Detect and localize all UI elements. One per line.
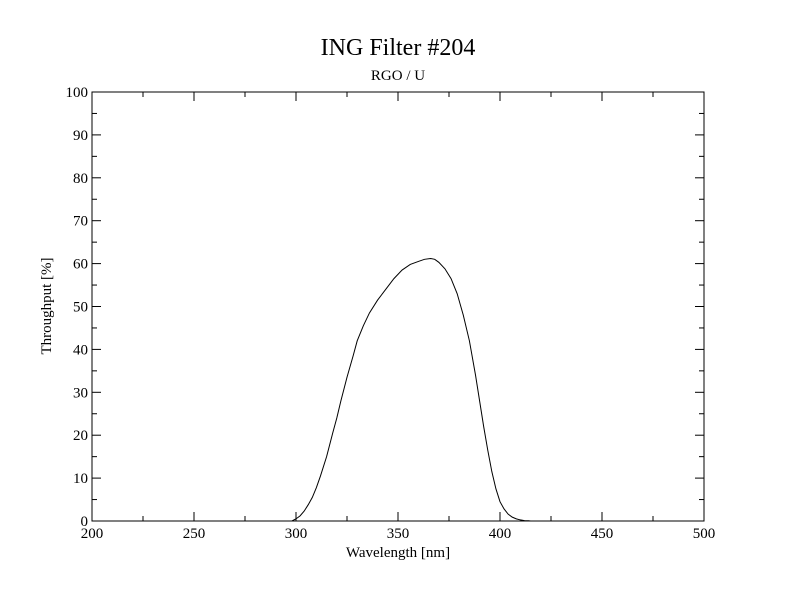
y-tick-label: 80 bbox=[73, 171, 88, 187]
y-tick-label: 30 bbox=[73, 385, 88, 401]
chart-subtitle: RGO / U bbox=[371, 68, 425, 84]
plot-frame bbox=[91, 91, 705, 522]
chart-title: ING Filter #204 bbox=[321, 35, 476, 61]
x-tick-label: 450 bbox=[591, 526, 614, 542]
y-tick-labels: 0 10 20 30 40 50 60 70 80 90 100 bbox=[66, 85, 89, 530]
throughput-curve bbox=[92, 257, 704, 522]
y-tick-label: 40 bbox=[73, 342, 88, 358]
y-tick-label: 0 bbox=[81, 514, 89, 530]
x-tick-label: 400 bbox=[489, 526, 512, 542]
x-tick-label: 500 bbox=[693, 526, 716, 542]
y-tick-label: 20 bbox=[73, 428, 88, 444]
y-tick-label: 10 bbox=[73, 471, 88, 487]
y-axis-label: Throughput [%] bbox=[39, 257, 55, 354]
y-tick-label: 50 bbox=[73, 300, 88, 316]
x-axis-label: Wavelength [nm] bbox=[346, 545, 450, 561]
y-tick-label: 100 bbox=[66, 85, 89, 101]
y-tick-label: 70 bbox=[73, 214, 88, 230]
y-tick-label: 60 bbox=[73, 257, 88, 273]
y-tick-label: 90 bbox=[73, 128, 88, 144]
x-tick-label: 200 bbox=[81, 526, 104, 542]
x-tick-label: 350 bbox=[387, 526, 410, 542]
x-tick-labels: 200 250 300 350 400 450 500 bbox=[81, 526, 716, 542]
x-tick-label: 300 bbox=[285, 526, 308, 542]
x-tick-label: 250 bbox=[183, 526, 206, 542]
ticks-layer bbox=[91, 91, 705, 522]
